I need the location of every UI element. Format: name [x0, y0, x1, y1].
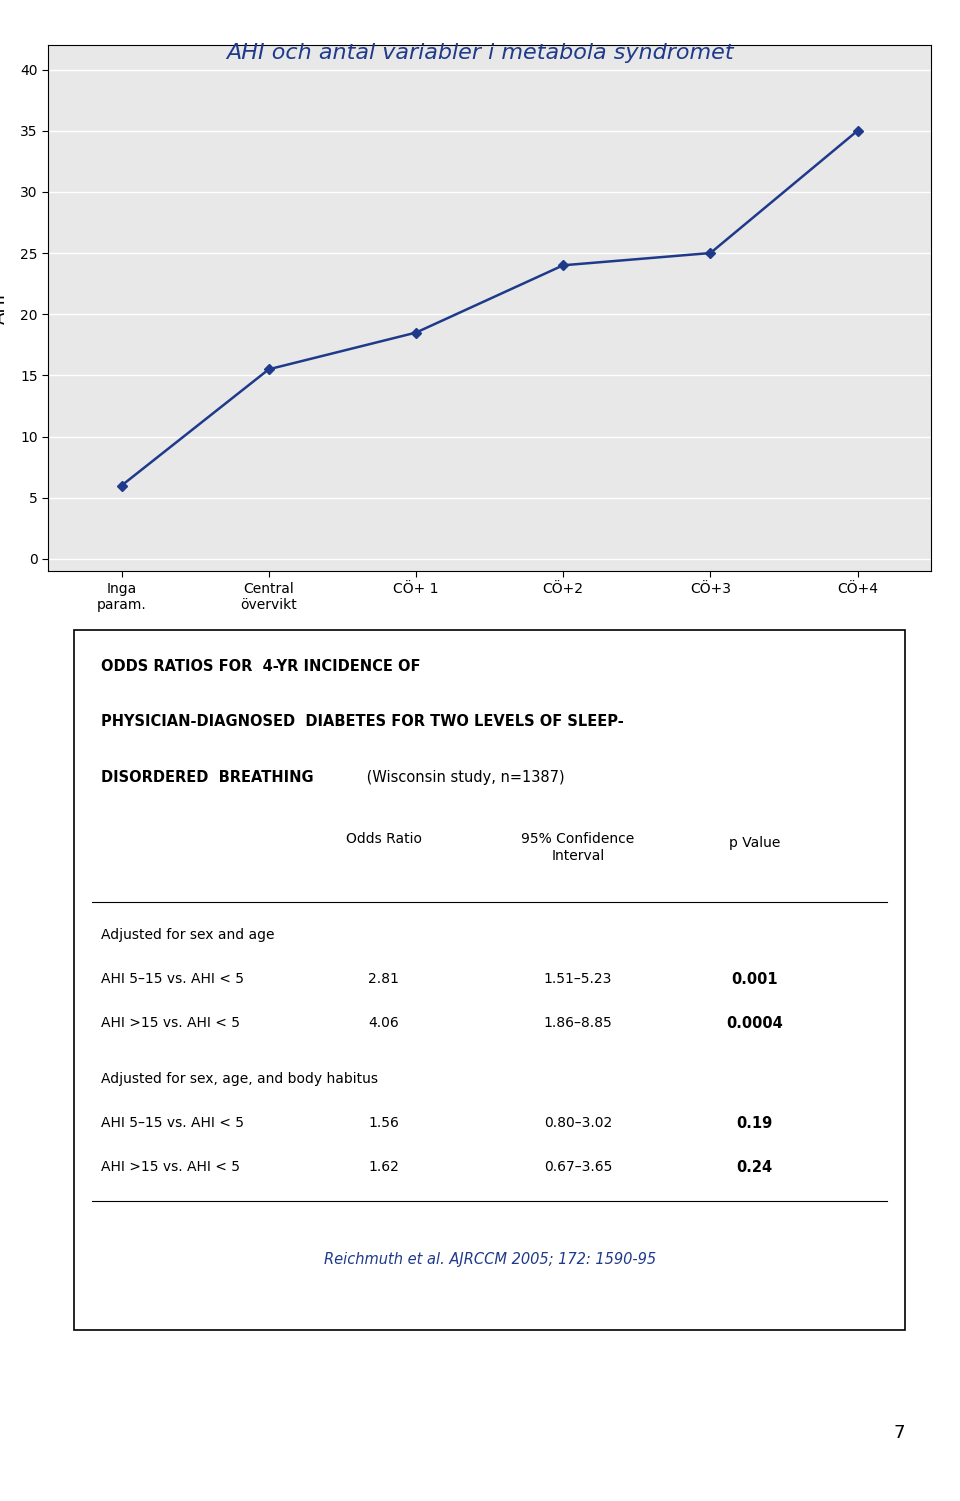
Text: (Wisconsin study, n=1387): (Wisconsin study, n=1387): [362, 770, 564, 785]
Text: 1.86–8.85: 1.86–8.85: [543, 1016, 612, 1031]
Text: Adjusted for sex, age, and body habitus: Adjusted for sex, age, and body habitus: [101, 1072, 378, 1085]
Text: 1.51–5.23: 1.51–5.23: [543, 973, 612, 986]
Text: 1.62: 1.62: [369, 1160, 399, 1174]
Text: 0.001: 0.001: [732, 973, 778, 988]
Y-axis label: AHI: AHI: [0, 293, 9, 324]
Text: Reichmuth et al. AJRCCM 2005; 172: 1590-95: Reichmuth et al. AJRCCM 2005; 172: 1590-…: [324, 1252, 656, 1267]
Text: 0.80–3.02: 0.80–3.02: [543, 1115, 612, 1130]
Text: 95% Confidence
Interval: 95% Confidence Interval: [521, 833, 635, 863]
Text: AHI 5–15 vs. AHI < 5: AHI 5–15 vs. AHI < 5: [101, 1115, 244, 1130]
Text: 0.0004: 0.0004: [726, 1016, 783, 1031]
Text: AHI och antal variabler i metabola syndromet: AHI och antal variabler i metabola syndr…: [227, 42, 733, 63]
Text: 4.06: 4.06: [369, 1016, 399, 1031]
Text: p Value: p Value: [729, 836, 780, 850]
Text: ODDS RATIOS FOR  4-YR INCIDENCE OF: ODDS RATIOS FOR 4-YR INCIDENCE OF: [101, 659, 420, 674]
Text: AHI 5–15 vs. AHI < 5: AHI 5–15 vs. AHI < 5: [101, 973, 244, 986]
Text: Adjusted for sex and age: Adjusted for sex and age: [101, 928, 275, 943]
Text: AHI >15 vs. AHI < 5: AHI >15 vs. AHI < 5: [101, 1016, 240, 1031]
Text: PHYSICIAN-DIAGNOSED  DIABETES FOR TWO LEVELS OF SLEEP-: PHYSICIAN-DIAGNOSED DIABETES FOR TWO LEV…: [101, 714, 624, 729]
FancyBboxPatch shape: [75, 630, 904, 1330]
Text: 1.56: 1.56: [369, 1115, 399, 1130]
Text: 0.19: 0.19: [736, 1115, 773, 1130]
Text: DISORDERED  BREATHING: DISORDERED BREATHING: [101, 770, 314, 785]
Text: Theorell-Haglöw J et al. Sleep Med 2011: Theorell-Haglöw J et al. Sleep Med 2011: [337, 669, 642, 684]
Text: Odds Ratio: Odds Ratio: [346, 833, 421, 847]
Text: 2.81: 2.81: [369, 973, 399, 986]
Text: 7: 7: [893, 1424, 904, 1442]
Text: AHI >15 vs. AHI < 5: AHI >15 vs. AHI < 5: [101, 1160, 240, 1174]
Text: 0.67–3.65: 0.67–3.65: [543, 1160, 612, 1174]
Text: 0.24: 0.24: [736, 1160, 773, 1175]
